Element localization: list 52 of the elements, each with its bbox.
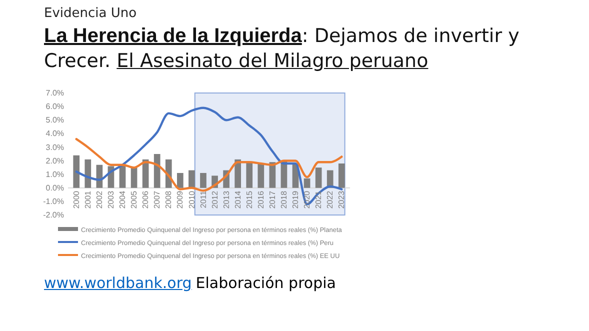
chart-title: La Herencia de la Izquierda: Dejamos de invertir y Crecer. El Asesinato del Milagro peruano (44, 25, 520, 72)
y-tick-label: 2.0% (46, 156, 64, 166)
x-tick-label: 2011 (198, 190, 208, 208)
y-tick-label: 6.0% (46, 102, 64, 112)
x-tick-label: 2013 (222, 190, 231, 209)
x-tick-label: 2000 (72, 190, 81, 209)
bar (84, 159, 92, 188)
y-tick-label: -1.0% (43, 197, 64, 206)
y-tick-label: 3.0% (46, 142, 64, 152)
x-tick-label: 2012 (210, 190, 220, 209)
y-tick-label: -2.0% (43, 210, 64, 220)
line-series (75, 138, 343, 192)
y-tick-label: 1.0% (46, 170, 64, 179)
y-tick-label: 4.0% (46, 129, 64, 138)
bar (315, 168, 322, 188)
bar (338, 163, 345, 188)
x-tick-label: 2005 (130, 190, 139, 209)
x-tick-label: 2009 (176, 190, 185, 209)
x-tick-label: 2023 (337, 190, 346, 209)
x-tick-label: 2019 (291, 190, 300, 209)
x-tick-label: 2016 (256, 190, 266, 209)
x-tick-label: 2008 (164, 190, 174, 209)
bar (246, 162, 253, 188)
x-tick-label: 2010 (187, 190, 196, 209)
x-tick-label: 2001 (83, 190, 92, 209)
x-tick-label: 2022 (326, 190, 335, 209)
x-tick-label: 2017 (268, 190, 277, 209)
bar (154, 154, 160, 188)
bar (258, 163, 264, 188)
bar (234, 159, 242, 188)
bar (73, 155, 80, 188)
bar (304, 178, 310, 188)
x-tick-label: 2021 (314, 190, 324, 209)
y-tick-label: 0.0% (46, 183, 64, 192)
x-tick-label: 2007 (152, 190, 162, 209)
text: www.worldbank.org (44, 274, 192, 292)
x-tick-label: 2002 (94, 190, 104, 209)
text: Elaboración propia (196, 274, 336, 292)
bar (188, 170, 195, 188)
bar (200, 172, 206, 188)
x-tick-label: 2004 (118, 190, 128, 209)
x-tick-label: 2014 (233, 190, 242, 209)
x-tick-label: 2015 (244, 190, 254, 209)
x-tick-label: 2003 (106, 190, 116, 209)
y-tick-label: 5.0% (46, 116, 64, 125)
x-tick-label: 2006 (141, 190, 150, 209)
chart-subtitle: Evidencia Uno (44, 6, 137, 21)
y-tick-label: 7.0% (46, 88, 64, 98)
x-tick-label: 2018 (280, 190, 289, 209)
bar (130, 168, 138, 188)
bar (176, 172, 184, 188)
x-tick-label: 2020 (302, 190, 312, 209)
